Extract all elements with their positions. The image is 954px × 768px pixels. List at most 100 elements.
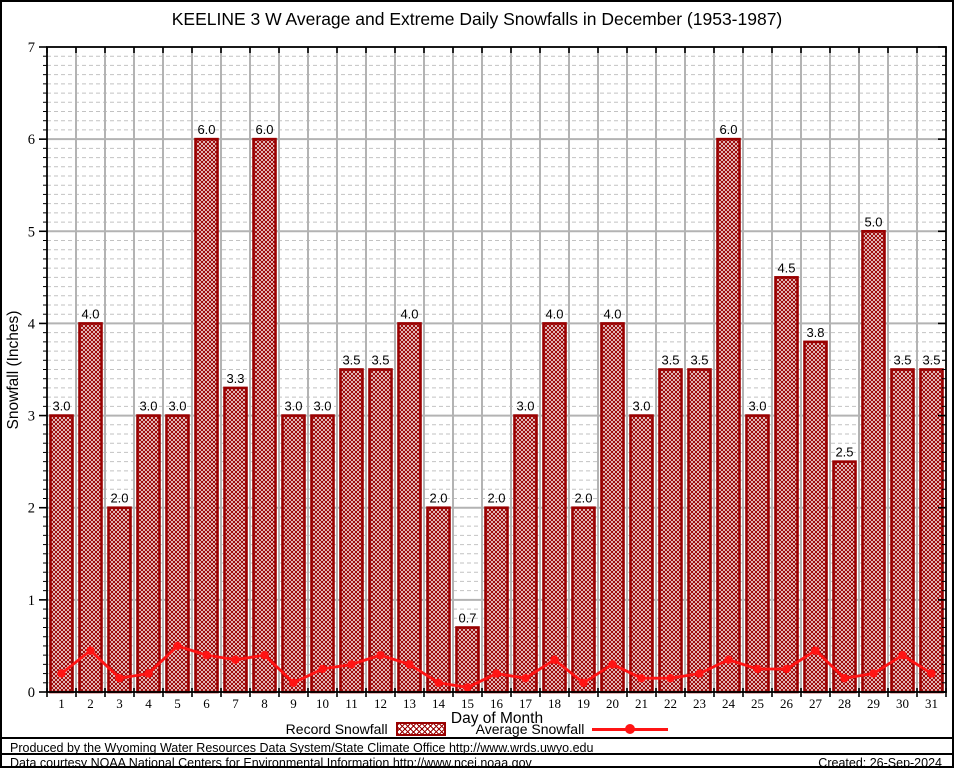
footer-created-date: Created: 26-Sep-2024: [818, 756, 942, 768]
record-bar-day-7: [223, 386, 248, 694]
day-label: 8: [261, 696, 268, 711]
axis-ticks: [39, 46, 947, 697]
day-label: 31: [925, 696, 938, 711]
day-label: 7: [232, 696, 239, 711]
bar-value-label: 3.5: [690, 353, 708, 368]
day-label: 13: [403, 696, 416, 711]
day-label: 30: [896, 696, 909, 711]
day-label: 9: [290, 696, 297, 711]
y-tick-label: 0: [28, 685, 35, 701]
day-label: 11: [345, 696, 358, 711]
footer-separator-top: [2, 737, 952, 739]
record-bar-day-16: [484, 506, 509, 694]
record-bar-day-31: [919, 368, 944, 694]
legend: Record Snowfall Average Snowfall: [2, 721, 952, 737]
average-marker-day-12: [376, 650, 385, 660]
average-marker-day-29: [869, 669, 878, 678]
day-label: 10: [316, 696, 329, 711]
y-tick-label: 7: [28, 40, 35, 56]
record-bar-day-20: [600, 322, 625, 694]
legend-item-record: Record Snowfall: [286, 721, 446, 737]
record-bar-day-3: [107, 506, 132, 694]
bar-value-label: 3.0: [284, 399, 302, 414]
day-label: 22: [664, 696, 677, 711]
record-bar-day-1: [49, 414, 74, 694]
y-tick-label: 6: [28, 132, 35, 148]
bar-value-label: 2.0: [429, 491, 447, 506]
record-bar-day-25: [745, 414, 770, 694]
average-marker-day-6: [202, 650, 211, 660]
bar-value-label: 3.0: [52, 399, 70, 414]
bar-value-label: 3.0: [139, 399, 157, 414]
record-bar-day-2: [78, 322, 103, 694]
record-bar-day-8: [252, 137, 277, 694]
bar-value-label: 3.5: [342, 353, 360, 368]
record-bar-day-30: [890, 368, 915, 694]
average-marker-day-22: [666, 673, 675, 683]
record-bar-day-4: [136, 414, 161, 694]
day-label: 18: [548, 696, 561, 711]
record-bar-day-12: [368, 368, 393, 694]
average-marker-day-26: [782, 664, 791, 674]
day-label: 5: [174, 696, 181, 711]
average-marker-day-14: [434, 678, 443, 687]
day-label: 14: [432, 696, 446, 711]
day-label: 6: [203, 696, 210, 711]
bar-value-label: 2.0: [574, 491, 592, 506]
legend-average-label: Average Snowfall: [475, 721, 585, 737]
day-label: 27: [809, 696, 823, 711]
x-axis-title: Day of Month: [451, 710, 543, 727]
record-bar-day-29: [861, 229, 886, 694]
bar-value-label: 3.5: [893, 353, 911, 368]
average-snowfall-line: [57, 641, 936, 692]
day-label: 15: [461, 696, 474, 711]
record-bar-day-9: [281, 414, 306, 694]
average-marker-day-17: [521, 673, 530, 683]
day-label: 23: [693, 696, 706, 711]
chart-title: KEELINE 3 W Average and Extreme Daily Sn…: [171, 9, 783, 29]
record-bar-day-10: [310, 414, 335, 694]
average-marker-day-2: [86, 646, 95, 655]
average-marker-day-30: [898, 650, 907, 660]
y-tick-label: 5: [28, 224, 35, 240]
record-bar-day-11: [339, 368, 364, 694]
record-bar-day-18: [542, 322, 567, 694]
average-marker-day-27: [811, 646, 820, 655]
average-marker-day-10: [318, 664, 327, 674]
bar-value-label: 3.0: [168, 399, 186, 414]
footer-separator-bottom: [2, 753, 952, 755]
y-tick-labels: 0 1 2 3 4 5 6 7: [28, 40, 36, 701]
day-label: 2: [87, 696, 94, 711]
line-marker-icon: [625, 724, 636, 734]
average-marker-day-23: [695, 669, 704, 678]
bar-value-label: 3.8: [806, 325, 824, 340]
bar-value-label: 4.5: [777, 260, 795, 275]
y-tick-label: 1: [28, 593, 35, 609]
bar-value-label: 6.0: [719, 122, 737, 137]
bar-value-label: 3.5: [661, 353, 679, 368]
record-bar-day-14: [426, 506, 451, 694]
bar-value-label: 3.5: [371, 353, 389, 368]
bar-value-label: 3.0: [632, 399, 650, 414]
record-bar-day-23: [687, 368, 712, 694]
record-bar-day-19: [571, 506, 596, 694]
record-bar-day-24: [716, 137, 741, 694]
average-marker-day-13: [405, 660, 414, 669]
average-marker-day-3: [115, 673, 124, 683]
average-marker-day-16: [492, 669, 501, 678]
day-label: 4: [145, 696, 152, 711]
bar-value-label: 0.7: [458, 611, 476, 626]
footer-produced-by: Produced by the Wyoming Water Resources …: [10, 741, 594, 755]
record-bar-day-13: [397, 322, 422, 694]
average-marker-day-7: [231, 655, 240, 664]
average-marker-day-21: [637, 673, 646, 683]
average-marker-day-4: [144, 669, 153, 678]
day-label: 26: [780, 696, 794, 711]
bar-value-label: 6.0: [197, 122, 215, 137]
average-marker-day-11: [347, 660, 356, 669]
legend-record-label: Record Snowfall: [285, 721, 388, 737]
bar-value-label: 2.0: [487, 491, 505, 506]
bar-value-label: 4.0: [81, 306, 99, 321]
average-marker-day-1: [57, 669, 66, 678]
